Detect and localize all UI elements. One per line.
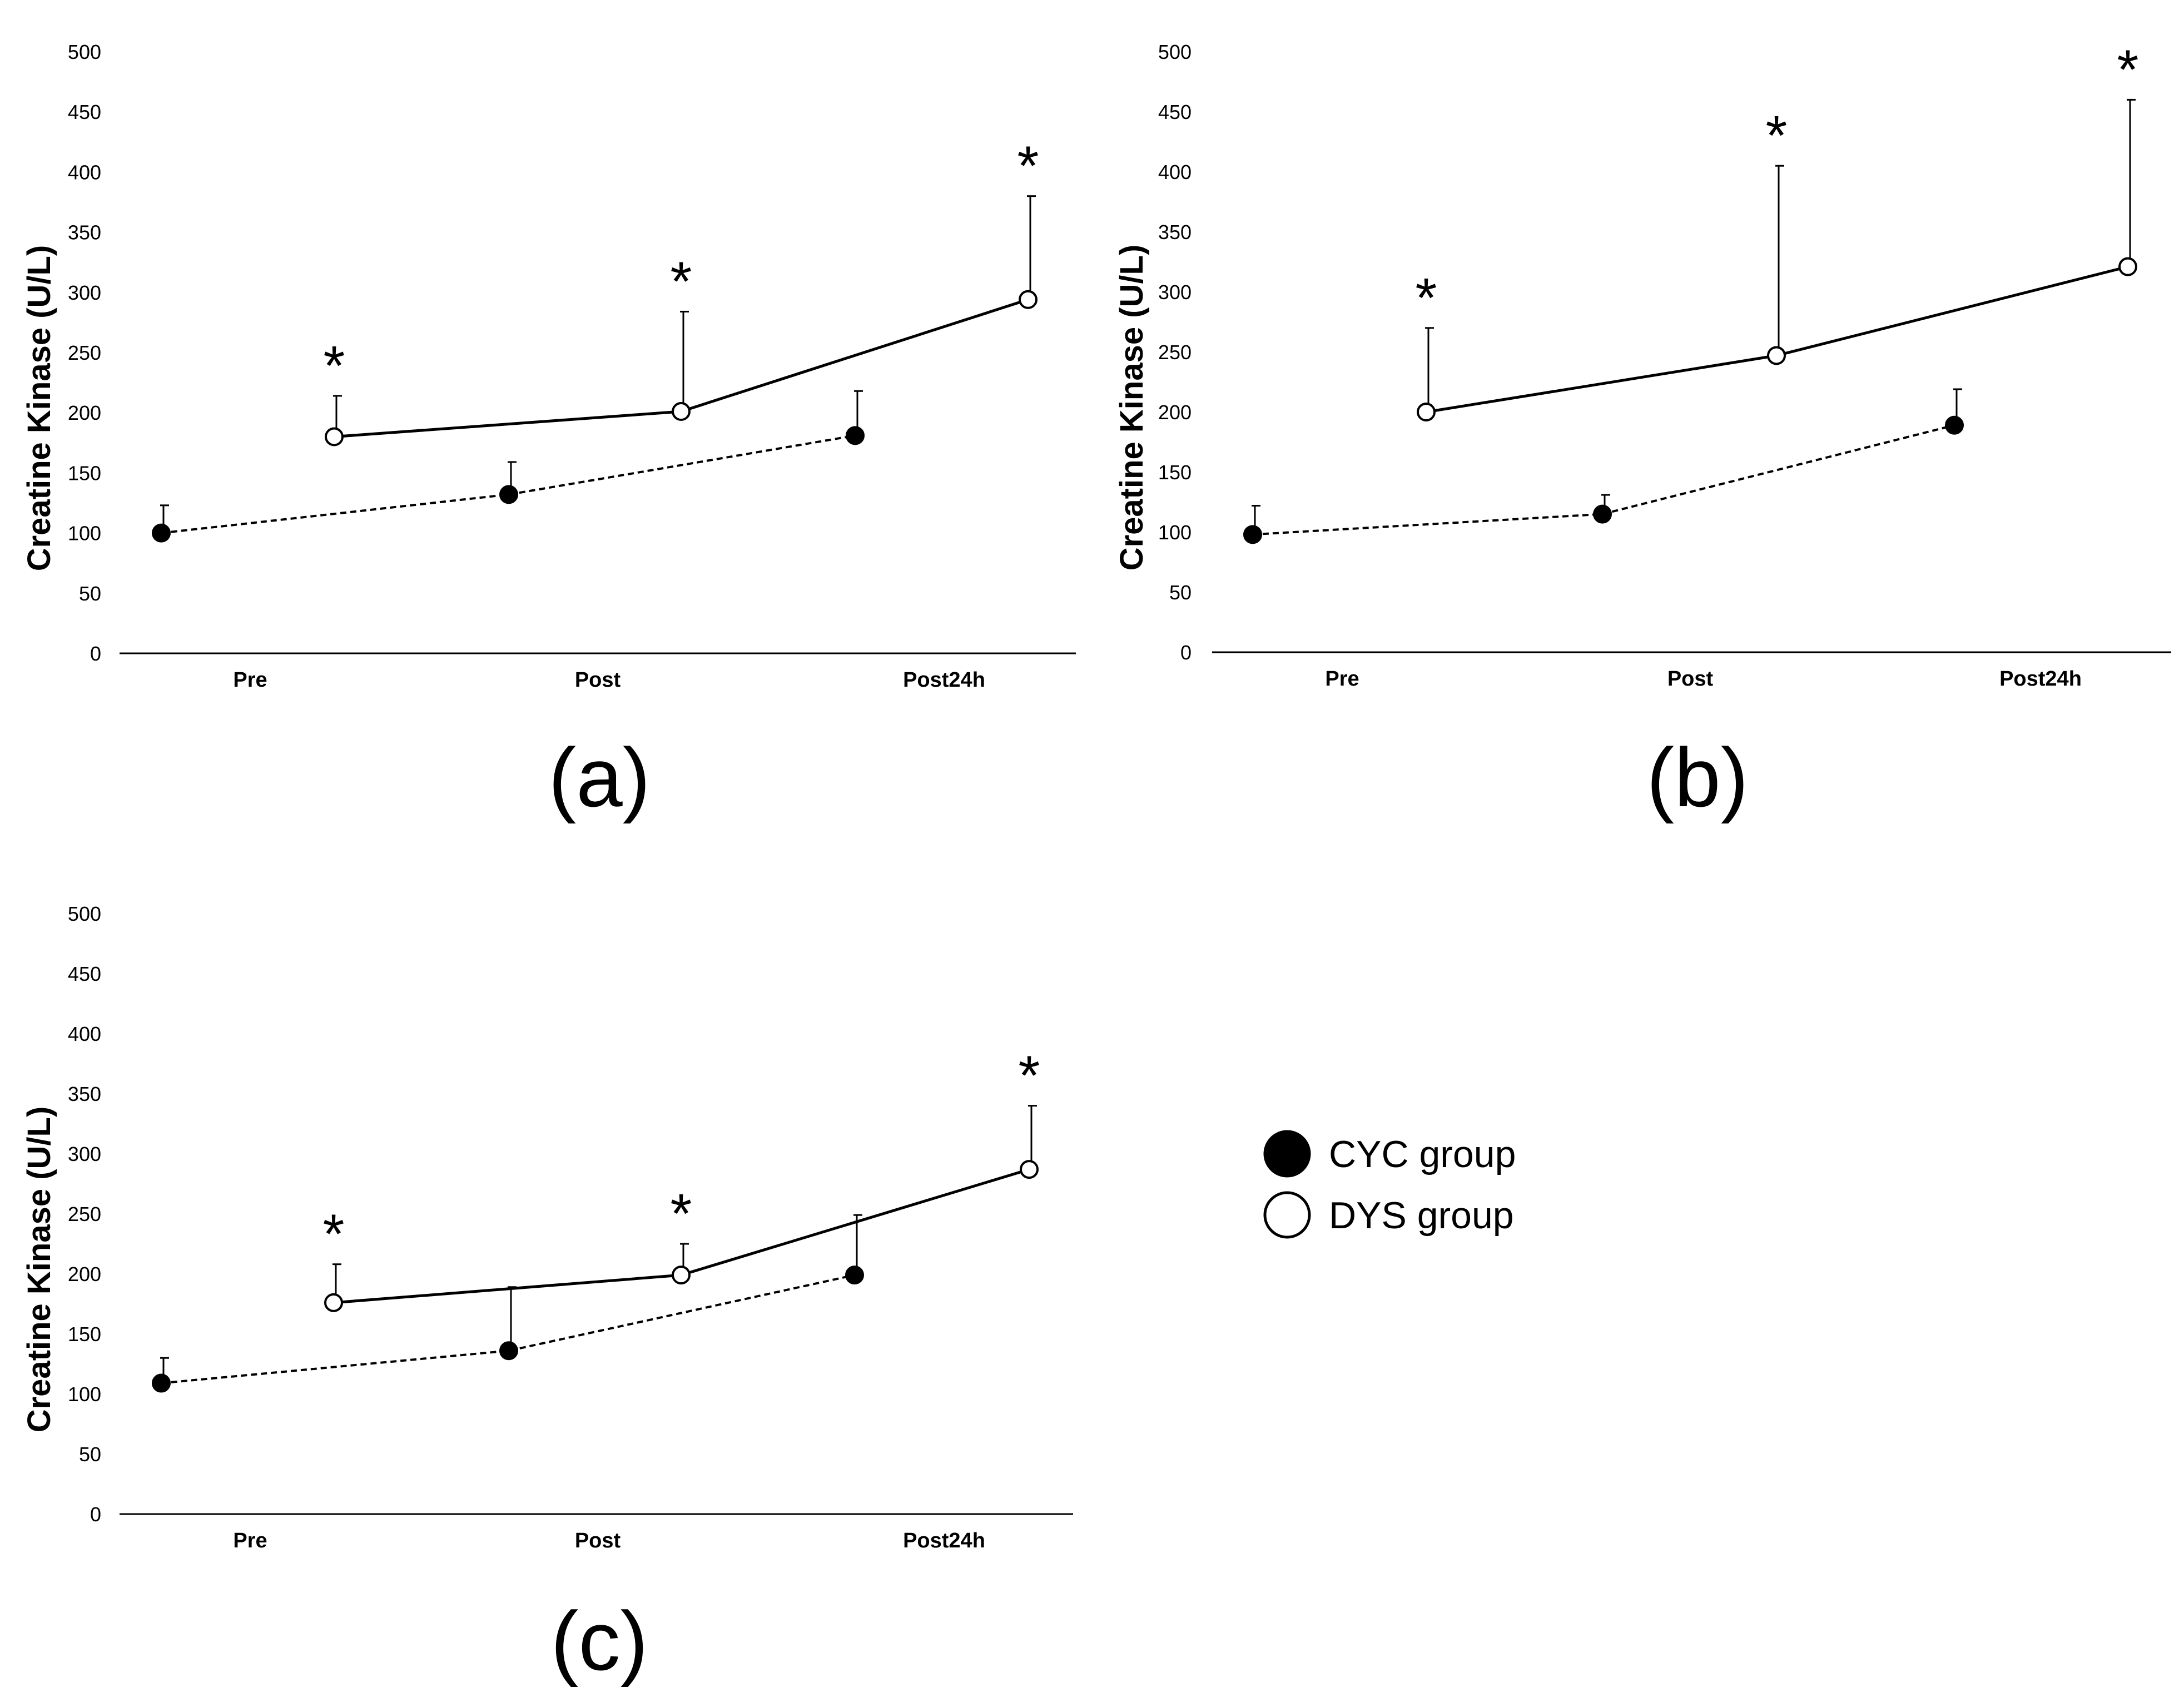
- y-axis-label: Creatine Kinase (U/L): [21, 1106, 57, 1433]
- panel-label: (a): [548, 731, 650, 824]
- y-axis-label: Creatine Kinase (U/L): [1114, 245, 1150, 571]
- panel-label: (b): [1646, 731, 1748, 824]
- y-tick-label: 450: [1158, 101, 1192, 123]
- dys-point: [1417, 403, 1436, 421]
- significance-star: *: [1766, 105, 1788, 167]
- cyc-point: [845, 1266, 864, 1285]
- y-tick-label: 100: [1158, 521, 1192, 544]
- y-tick-label: 0: [1180, 641, 1192, 664]
- dys-series-line: [1426, 265, 2128, 414]
- x-tick-label: Post24h: [903, 1529, 985, 1552]
- y-axis-label: Creatine Kinase (U/L): [21, 245, 57, 572]
- significance-star: *: [671, 250, 692, 312]
- panel-label: (c): [551, 1594, 648, 1688]
- y-tick-label: 500: [1158, 41, 1192, 63]
- cyc-point: [846, 426, 865, 445]
- y-tick-label: 150: [68, 1323, 101, 1346]
- x-tick-label: Pre: [1325, 667, 1359, 691]
- y-tick-label: 300: [1158, 281, 1192, 304]
- y-tick-label: 250: [68, 341, 101, 364]
- y-tick-label: 0: [90, 1503, 101, 1526]
- y-tick-label: 150: [1158, 461, 1192, 484]
- y-tick-label: 350: [1158, 221, 1192, 244]
- legend-dys-marker: [1263, 1191, 1311, 1239]
- x-tick-label: Post24h: [1999, 667, 2082, 691]
- y-tick-label: 200: [1158, 401, 1192, 424]
- dys-point: [1020, 1160, 1039, 1179]
- dys-point: [1019, 290, 1038, 309]
- dys-point: [325, 427, 344, 446]
- y-tick-label: 200: [68, 401, 101, 424]
- significance-star: *: [1017, 135, 1039, 197]
- y-tick-label: 400: [68, 161, 101, 183]
- x-tick-label: Post: [575, 668, 621, 692]
- y-tick-label: 200: [68, 1263, 101, 1286]
- dys-point: [1767, 346, 1786, 365]
- x-tick-label: Post: [1667, 667, 1714, 691]
- dys-point: [2118, 257, 2137, 276]
- legend-dys-label: DYS group: [1329, 1194, 1514, 1237]
- panel-c: 0 50 100 150 200 250 300 350 400 450 500 Creatine K…: [21, 902, 1073, 1688]
- y-tick-label: 300: [68, 281, 101, 304]
- y-tick-label: 350: [68, 221, 101, 244]
- x-tick-label: Pre: [233, 668, 267, 692]
- cyc-point: [1945, 415, 1964, 435]
- y-tick-label: 450: [68, 101, 101, 123]
- dys-point: [672, 1266, 691, 1285]
- panel-b: 0 50 100 150 200 250 300 350 400 450 500 Creatine K…: [1114, 38, 2171, 824]
- y-tick-label: 250: [68, 1203, 101, 1225]
- dys-point: [672, 402, 691, 421]
- cyc-point: [152, 523, 171, 543]
- y-tick-label: 100: [68, 1383, 101, 1406]
- cyc-point: [499, 485, 518, 504]
- y-tick-label: 50: [1169, 581, 1192, 604]
- y-tick-label: 450: [68, 962, 101, 985]
- y-tick-label: 50: [79, 582, 101, 605]
- x-tick-label: Post: [575, 1529, 621, 1552]
- x-tick-label: Pre: [233, 1529, 267, 1552]
- cyc-point: [499, 1341, 518, 1361]
- cyc-point: [152, 1373, 171, 1393]
- significance-star: *: [1416, 267, 1437, 329]
- dys-point: [324, 1293, 343, 1312]
- y-tick-label: 350: [68, 1083, 101, 1105]
- y-tick-label: 250: [1158, 341, 1192, 364]
- significance-star: *: [1019, 1045, 1040, 1107]
- cyc-point: [1593, 504, 1612, 524]
- significance-star: *: [324, 335, 345, 397]
- panel-a: 0 50 100 150 200 250 300 350 400 450 500 Creatine K…: [21, 41, 1076, 824]
- cyc-series-line: [161, 434, 856, 534]
- legend-cyc-marker: [1263, 1130, 1311, 1178]
- y-tick-label: 150: [68, 462, 101, 484]
- y-tick-label: 100: [68, 522, 101, 545]
- legend-cyc-label: CYC group: [1329, 1133, 1516, 1175]
- significance-star: *: [671, 1183, 692, 1245]
- y-tick-label: 400: [1158, 161, 1192, 183]
- y-tick-label: 0: [90, 642, 101, 665]
- significance-star: *: [2117, 38, 2139, 101]
- y-tick-label: 400: [68, 1023, 101, 1045]
- y-tick-label: 500: [68, 902, 101, 925]
- significance-star: *: [323, 1203, 345, 1266]
- legend: CYC group DYS group: [1263, 1130, 1516, 1239]
- y-tick-label: 500: [68, 41, 101, 63]
- y-tick-label: 300: [68, 1143, 101, 1165]
- x-tick-label: Post24h: [903, 668, 985, 692]
- cyc-point: [1243, 525, 1262, 544]
- cyc-series-line: [161, 1274, 855, 1385]
- y-tick-label: 50: [79, 1443, 101, 1466]
